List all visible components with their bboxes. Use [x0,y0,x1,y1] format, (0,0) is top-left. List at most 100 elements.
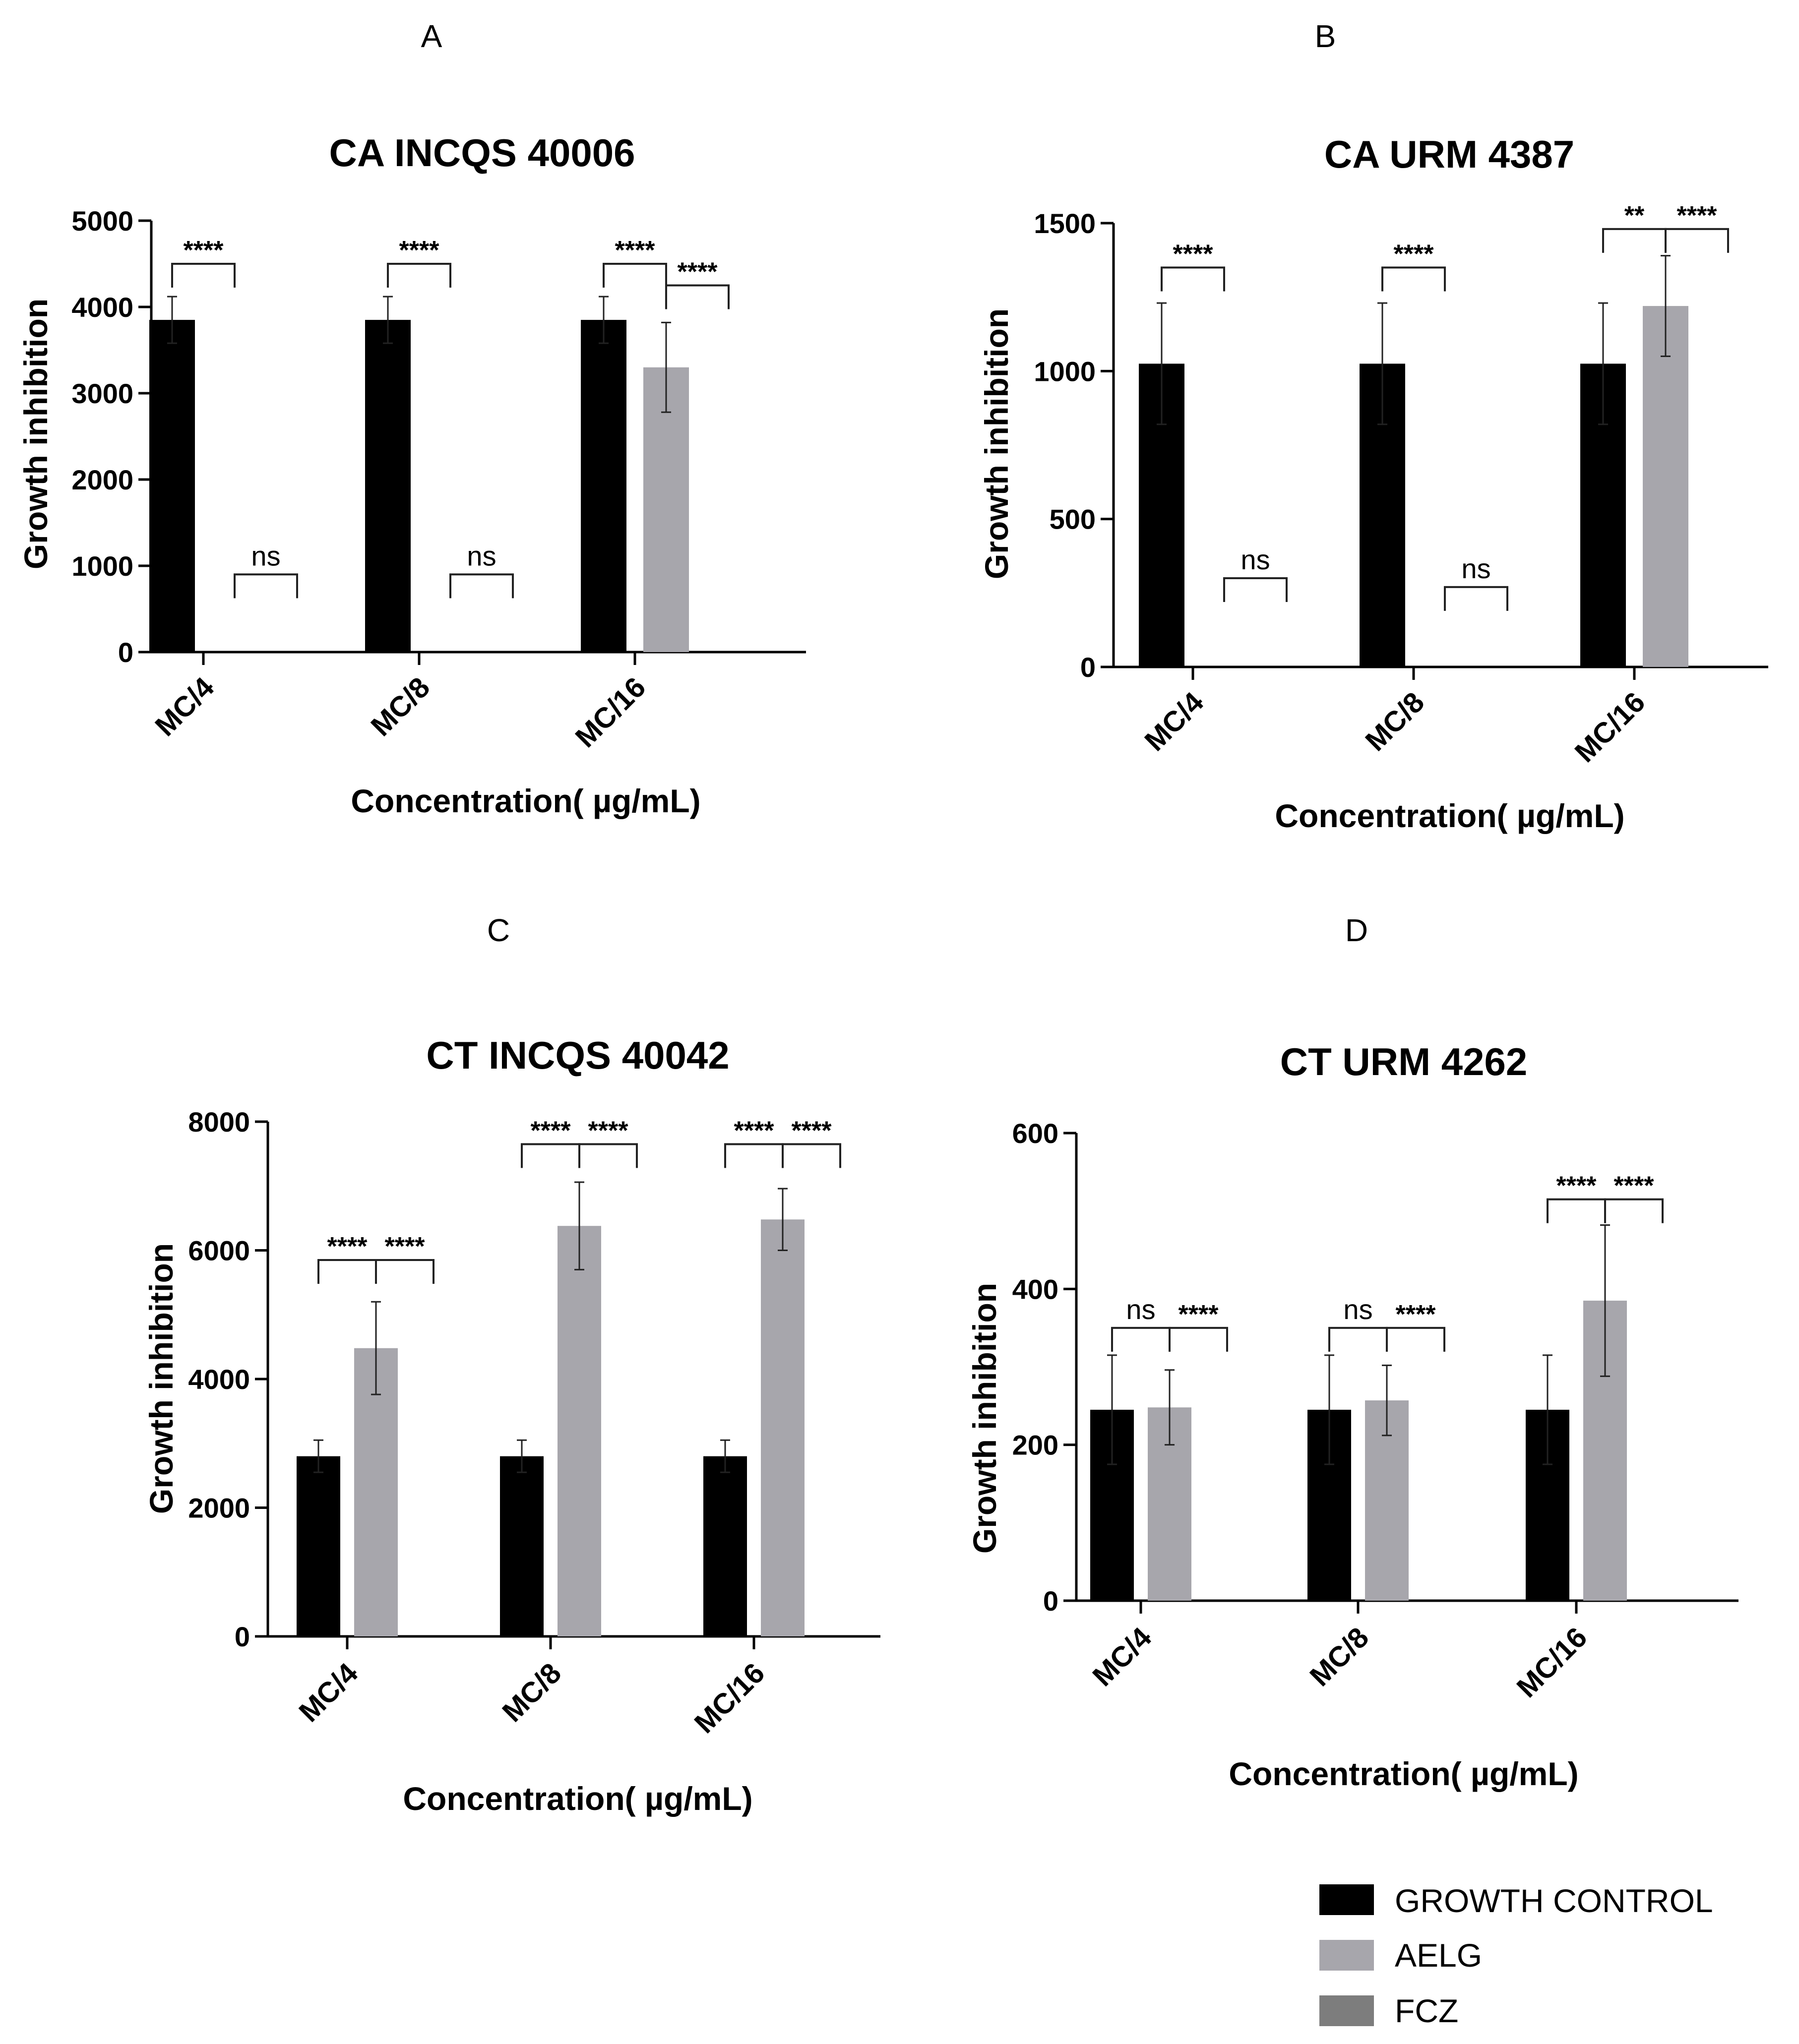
significance-label: ns [251,540,280,571]
chart-title-c: CT INCQS 40042 [426,1033,729,1077]
x-axis-label-a: Concentration( µg/mL) [351,782,700,819]
legend-label-growth-control: GROWTH CONTROL [1395,1882,1713,1919]
significance-bracket [1161,266,1225,292]
legend-swatch-fcz [1319,1995,1374,2026]
y-tick-label: 1000 [71,550,133,582]
category-label: MC/8 [1303,1621,1375,1692]
x-axis-label-b: Concentration( µg/mL) [1275,797,1624,834]
significance-label: ns [1461,553,1490,584]
category-label: MC/16 [688,1657,771,1740]
bar-growth-control [581,320,626,652]
y-tick-label: 400 [1012,1273,1058,1305]
panel-c: C CT INCQS 40042 Concentration( µg/mL) G… [143,912,880,1817]
significance-label: **** [399,236,440,265]
bar-growth-control [297,1456,340,1636]
category-label: MC/16 [569,671,652,754]
significance-bracket [317,1259,377,1284]
significance-label: **** [385,1232,426,1261]
category-label: MC/16 [1568,686,1651,769]
x-axis-label-d: Concentration( µg/mL) [1229,1755,1578,1792]
significance-bracket [449,573,514,599]
panel-letter-a: A [421,18,442,54]
y-tick-label: 0 [118,637,133,668]
bar-growth-control [365,320,411,652]
category-label: MC/16 [1510,1621,1593,1704]
category-label: MC/4 [149,671,220,742]
chart-title-b: CA URM 4387 [1324,132,1574,176]
category-label: MC/8 [365,671,436,742]
bar-growth-control [703,1456,747,1636]
significance-label: **** [327,1232,368,1261]
y-tick-label: 0 [1080,652,1096,683]
significance-bracket [665,284,730,309]
significance-label: **** [615,236,656,265]
plot-area-d: 0 200 400 600 MC/4 MC/8 MC/16 ns **** ns **** **** *… [1012,1118,1738,1704]
y-tick-label: 4000 [188,1364,250,1395]
significance-bracket [1604,1198,1664,1223]
significance-bracket [1223,577,1288,602]
significance-bracket [1169,1326,1228,1352]
category-label: MC/4 [1138,686,1210,757]
y-axis-label-a: Growth inhibition [17,299,54,569]
bar-aelg [354,1348,398,1636]
significance-bracket [375,1259,434,1284]
x-axis-label-c: Concentration( µg/mL) [403,1780,752,1817]
significance-label: **** [1179,1300,1219,1329]
significance-bracket [1665,228,1729,253]
bar-aelg [643,367,689,652]
significance-bracket [578,1143,638,1168]
y-tick-label: 500 [1050,504,1096,535]
significance-label: **** [531,1116,571,1145]
significance-bracket [1381,266,1446,292]
y-axis-label-b: Growth inhibition [978,308,1015,579]
significance-label: **** [1677,201,1718,230]
y-tick-label: 0 [235,1621,250,1652]
significance-bracket [234,573,298,599]
panel-letter-d: D [1345,912,1368,948]
significance-label: **** [678,258,718,287]
y-tick-label: 1000 [1034,356,1096,387]
significance-label: ** [1624,201,1645,230]
y-tick-label: 5000 [71,205,133,237]
legend-label-aelg: AELG [1395,1937,1482,1974]
significance-bracket [1386,1326,1445,1352]
category-label: MC/4 [1086,1621,1158,1692]
y-axis-label-c: Growth inhibition [143,1243,180,1514]
bar-aelg [558,1226,601,1636]
significance-label: ns [467,540,496,571]
y-tick-label: 4000 [71,292,133,323]
y-axis-label-d: Growth inhibition [966,1283,1003,1554]
y-tick-label: 1500 [1034,208,1096,239]
category-label: MC/4 [293,1657,364,1728]
significance-bracket [171,263,236,288]
significance-bracket [387,263,451,288]
y-tick-label: 2000 [188,1493,250,1524]
panel-letter-b: B [1315,18,1336,54]
y-tick-label: 8000 [188,1106,250,1138]
y-tick-label: 600 [1012,1118,1058,1149]
significance-label: **** [588,1116,629,1145]
bar-growth-control [500,1456,544,1636]
significance-bracket [782,1143,841,1168]
legend-swatch-growth-control [1319,1884,1374,1915]
significance-label: **** [1614,1172,1655,1201]
significance-bracket [1547,1198,1606,1223]
panel-d: D CT URM 4262 Concentration( µg/mL) Grow… [966,912,1738,1792]
legend-swatch-aelg [1319,1940,1374,1971]
significance-bracket [1602,228,1667,253]
significance-label: ns [1126,1294,1155,1325]
chart-title-a: CA INCQS 40006 [329,131,635,175]
significance-label: **** [1556,1172,1597,1201]
significance-label: **** [1394,240,1434,269]
y-tick-label: 2000 [71,464,133,495]
significance-bracket [1111,1326,1171,1352]
legend: GROWTH CONTROL AELG FCZ [1319,1882,1713,2029]
significance-label: **** [792,1116,832,1145]
plot-area-c: 0 2000 4000 6000 8000 MC/4 MC/8 MC/16 **** **** **… [188,1106,880,1740]
y-tick-label: 3000 [71,378,133,409]
significance-bracket [603,263,667,288]
significance-label: **** [1396,1300,1436,1329]
bar-aelg [1643,306,1688,667]
